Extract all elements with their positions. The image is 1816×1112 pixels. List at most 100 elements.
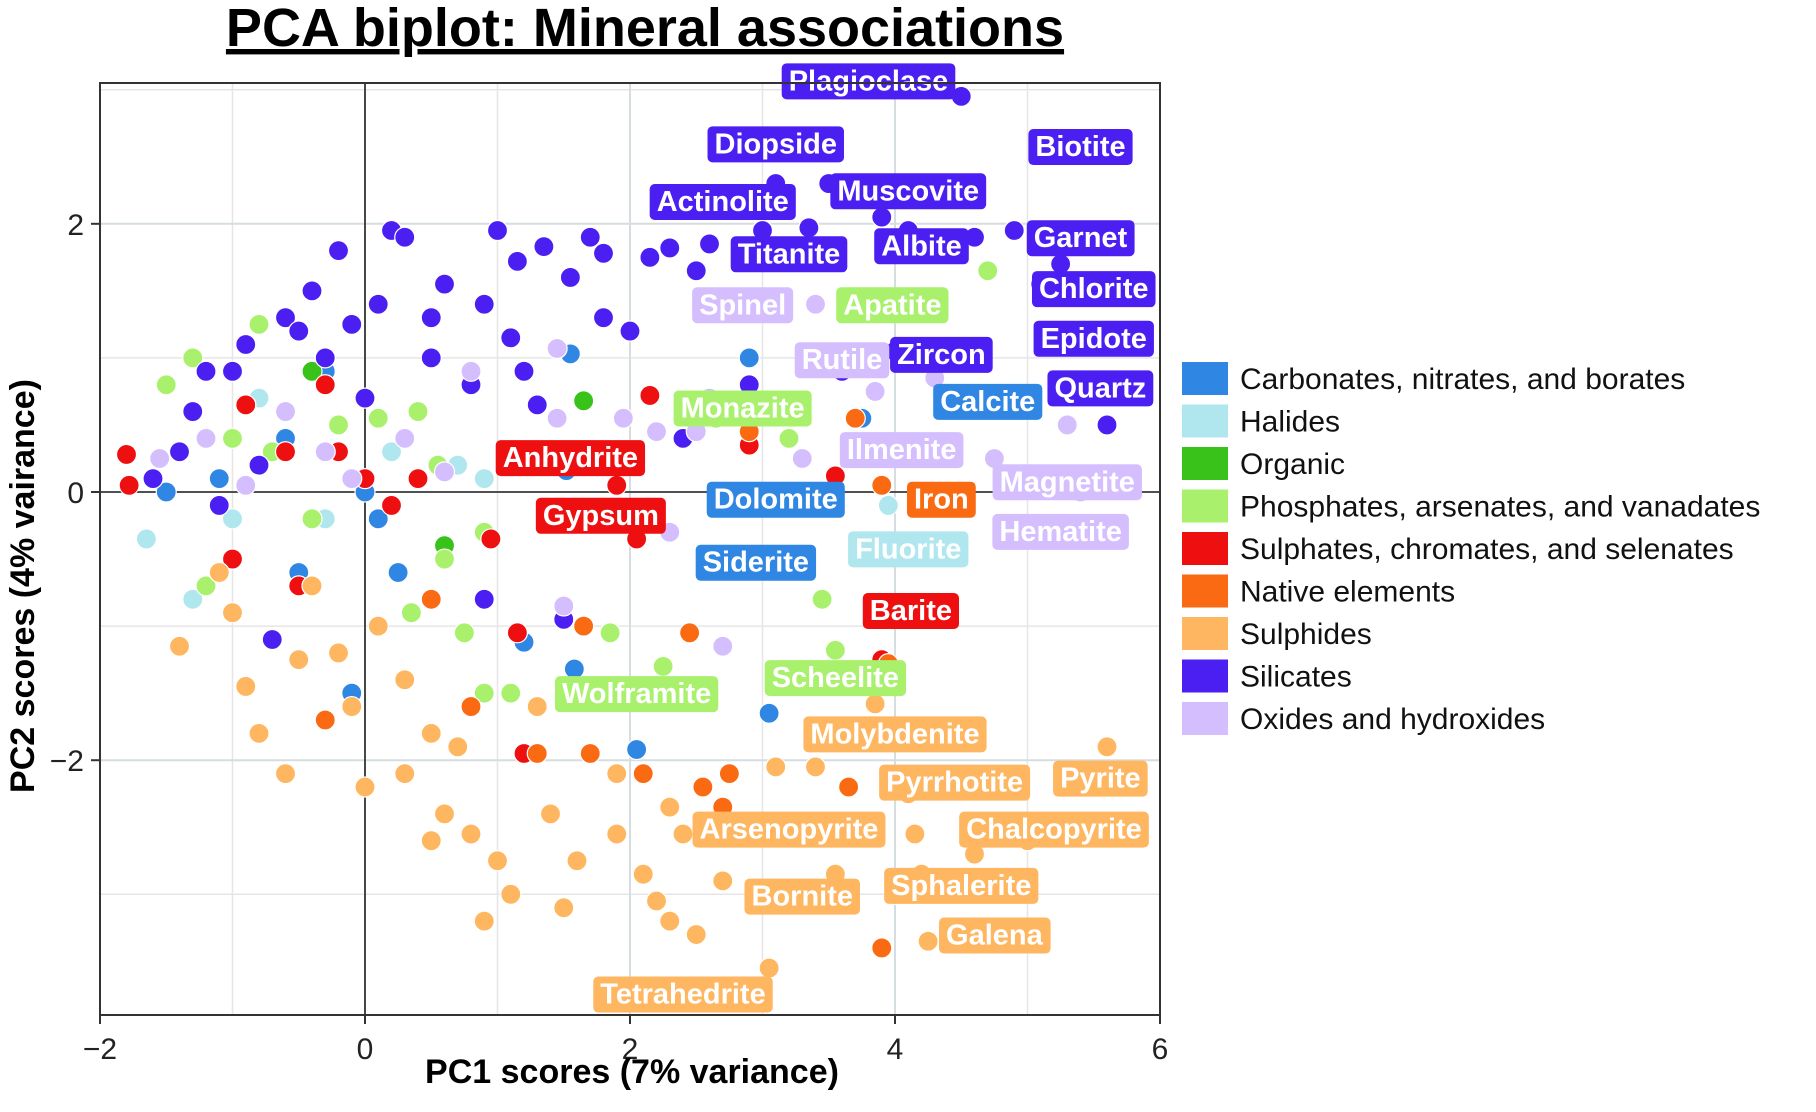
mineral-label-background [906,481,976,518]
mineral-label-text: Arsenopyrite [700,814,879,846]
legend-item: Sulphides [1182,617,1372,651]
data-point [685,923,707,946]
data-point [274,307,297,329]
data-point [539,803,562,825]
legend-swatch [1182,659,1228,693]
data-point [1003,219,1025,242]
data-point [407,467,429,490]
mineral-label-background [879,764,1031,801]
data-point [526,394,548,416]
mineral-label-background [803,716,987,753]
legend-swatch [1182,447,1228,480]
data-point [811,588,833,610]
mineral-label-background [706,481,845,518]
legend-swatch [1182,532,1228,565]
mineral-label-background [890,336,993,373]
data-point [195,360,217,382]
data-point [592,242,615,264]
y-tick-label: 0 [67,477,84,510]
legend-swatch [1182,702,1228,735]
legend-label: Silicates [1240,661,1352,694]
mineral-label: Spinel [692,287,794,324]
mineral-label-background [959,811,1149,848]
data-point [208,561,230,584]
data-point [460,695,482,718]
mineral-label-text: Albite [881,230,962,262]
x-tick-label: 4 [887,1033,904,1066]
mineral-label: Siderite [695,544,817,581]
data-point [804,293,827,315]
data-point [314,441,336,463]
data-point [698,233,721,255]
legend-label: Halides [1240,406,1340,439]
data-point [804,756,827,778]
mineral-label: Molybdenite [803,716,987,753]
mineral-label: Epidote [1033,320,1154,357]
x-tick-label: 6 [1152,1033,1169,1066]
data-point [314,347,336,369]
data-point [791,447,813,470]
data-point [235,333,257,356]
mineral-label: Hematite [992,513,1129,550]
mineral-label-text: Apatite [843,289,941,321]
data-point [824,639,846,661]
data-point [606,474,628,496]
data-point [473,467,495,490]
mineral-label-background [554,676,719,713]
mineral-label-text: Titanite [738,238,841,270]
data-point [1096,736,1118,758]
data-point [778,427,800,449]
mineral-label: Monazite [673,390,812,427]
data-point [274,441,297,463]
data-point [579,742,601,765]
data-point [566,850,588,872]
data-point [1096,414,1118,436]
data-point [261,628,283,651]
data-point [500,883,522,905]
data-point [712,635,734,657]
data-point [765,756,787,778]
mineral-label: Rutile [794,342,890,379]
data-point [672,823,694,845]
mineral-label-background [992,513,1129,550]
data-point [433,803,456,825]
mineral-label: Biotite [1028,129,1133,166]
data-point [380,494,403,517]
data-point [341,313,363,335]
data-point [553,595,575,617]
data-point [182,400,204,423]
data-point [639,246,661,268]
data-point [838,776,860,798]
data-point [387,561,409,584]
data-point [798,217,820,239]
mineral-label: Dolomite [706,481,845,518]
mineral-label: Galena [939,917,1051,954]
data-point [301,575,323,597]
mineral-label-text: Barite [870,595,952,627]
mineral-label-background [673,390,812,427]
data-point [288,649,310,671]
mineral-label: Gypsum [535,497,666,534]
mineral-label-text: Biotite [1035,131,1125,163]
mineral-label-text: Iron [914,484,969,516]
data-point [327,240,350,262]
mineral-label-text: Zircon [897,339,986,371]
data-point [506,622,528,644]
data-point [480,528,502,550]
data-point [526,695,548,718]
data-point [632,863,654,885]
data-point [679,622,701,644]
mineral-label: Chalcopyrite [959,811,1149,848]
data-point [341,467,363,490]
chart-title: PCA biplot: Mineral associations [226,0,1064,58]
mineral-label-text: Spinel [699,289,786,321]
mineral-label: Arsenopyrite [692,811,886,848]
mineral-label-background [1031,271,1156,308]
data-point [168,441,191,463]
data-point [533,236,555,258]
data-point [871,206,893,228]
mineral-label: Ilmenite [839,432,964,469]
mineral-label-text: Bornite [752,881,854,913]
data-point [221,508,244,530]
data-point [559,266,581,289]
